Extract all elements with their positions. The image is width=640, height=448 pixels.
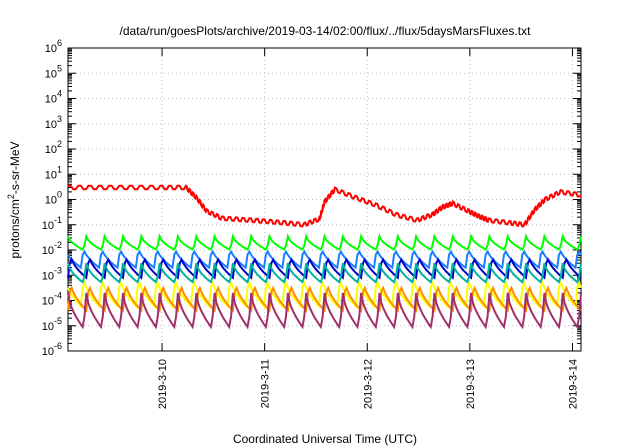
series-line-3 <box>67 257 582 280</box>
x-axis-label: Coordinated Universal Time (UTC) <box>233 432 417 446</box>
x-tick-label: 2019-3-10 <box>157 359 169 409</box>
series-lines <box>67 184 582 330</box>
y-tick-label: 10-4 <box>42 291 62 308</box>
y-tick-label: 10-2 <box>42 240 62 257</box>
chart-title: /data/run/goesPlots/archive/2019-03-14/0… <box>120 24 532 38</box>
y-tick-label: 106 <box>45 38 62 55</box>
y-tick-label: 10-3 <box>42 265 62 282</box>
series-line-1 <box>67 233 582 251</box>
series-line-6 <box>67 285 582 313</box>
y-axis-label: protons/cm2-s-sr-MeV <box>6 141 22 258</box>
series-line-5 <box>67 280 582 309</box>
y-tick-label: 103 <box>45 114 62 131</box>
y-tick-label: 102 <box>45 139 62 156</box>
x-tick-label: 2019-3-13 <box>465 359 477 409</box>
y-tick-label: 100 <box>45 190 62 207</box>
series-line-2 <box>67 249 582 270</box>
y-tick-label: 10-5 <box>42 316 62 333</box>
x-tick-label: 2019-3-11 <box>260 359 272 408</box>
y-tick-label: 105 <box>45 63 62 80</box>
series-line-4 <box>67 262 582 284</box>
series-line-7 <box>67 292 582 330</box>
x-tick-label: 2019-3-14 <box>567 359 579 409</box>
series-line-0 <box>68 184 582 228</box>
y-tick-label: 101 <box>45 164 62 181</box>
y-tick-label: 104 <box>45 89 62 106</box>
x-axis: 2019-3-10 2019-3-11 2019-3-12 2019-3-13 2019… <box>157 48 579 409</box>
y-tick-label: 10-6 <box>42 341 62 358</box>
y-tick-label: 10-1 <box>42 215 62 232</box>
x-tick-label: 2019-3-12 <box>362 359 374 409</box>
